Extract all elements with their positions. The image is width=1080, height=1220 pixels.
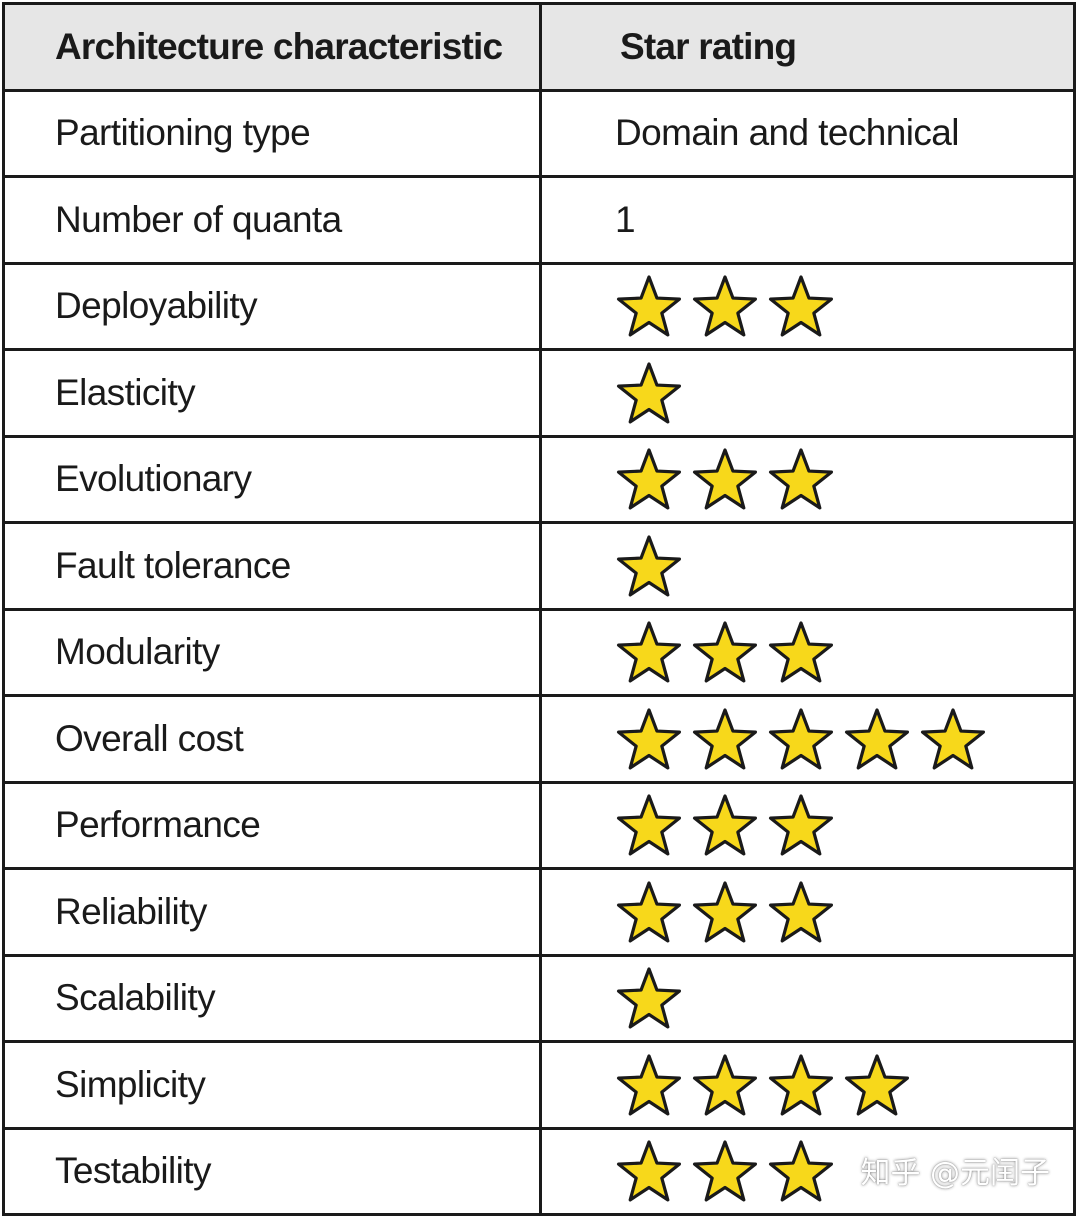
star-icon: [616, 1054, 682, 1116]
star-icon: [768, 708, 834, 770]
star-rating: [615, 273, 835, 339]
star-icon: [920, 708, 986, 770]
table-row: Reliability: [5, 870, 1073, 957]
star-icon: [616, 621, 682, 683]
table-row: Scalability: [5, 956, 1073, 1043]
star-icon: [768, 275, 834, 337]
star-icon: [692, 275, 758, 337]
star-icon: [692, 1054, 758, 1116]
star-rating: [615, 1052, 911, 1118]
rating-text: 1: [615, 198, 636, 240]
star-icon: [616, 275, 682, 337]
header-architecture-characteristic: Architecture characteristic: [5, 5, 542, 89]
star-icon: [692, 1140, 758, 1202]
table-row: Partitioning type Domain and technical: [5, 91, 1073, 178]
star-icon: [616, 362, 682, 424]
table-row: Simplicity: [5, 1043, 1073, 1130]
table-row: Number of quanta 1: [5, 178, 1073, 265]
characteristic-name: Deployability: [5, 264, 542, 348]
star-icon: [768, 1140, 834, 1202]
star-icon: [616, 535, 682, 597]
characteristic-name: Modularity: [5, 610, 542, 694]
star-icon: [692, 448, 758, 510]
star-icon: [768, 794, 834, 856]
star-rating: [615, 706, 987, 772]
header-star-rating: Star rating: [620, 25, 797, 67]
characteristic-name: Testability: [5, 1129, 542, 1213]
star-icon: [616, 448, 682, 510]
characteristic-name: Partitioning type: [5, 91, 542, 175]
table-row: Elasticity: [5, 351, 1073, 438]
star-icon: [692, 794, 758, 856]
star-icon: [616, 1140, 682, 1202]
table-row: Deployability: [5, 264, 1073, 351]
table-row: Evolutionary: [5, 437, 1073, 524]
star-icon: [692, 881, 758, 943]
characteristic-name: Overall cost: [5, 697, 542, 781]
table-row: Overall cost: [5, 697, 1073, 784]
star-icon: [616, 708, 682, 770]
star-icon: [768, 1054, 834, 1116]
star-icon: [616, 967, 682, 1029]
star-rating: [615, 965, 683, 1031]
table-row: Fault tolerance: [5, 524, 1073, 611]
star-rating: [615, 1138, 835, 1204]
characteristic-name: Elasticity: [5, 351, 542, 435]
star-rating: [615, 533, 683, 599]
table-row: Performance: [5, 783, 1073, 870]
star-icon: [768, 448, 834, 510]
table-row: Testability: [5, 1129, 1073, 1213]
star-icon: [844, 708, 910, 770]
star-icon: [844, 1054, 910, 1116]
characteristic-name: Performance: [5, 783, 542, 867]
watermark: 知乎 @元闰子: [860, 1156, 1050, 1191]
characteristic-name: Scalability: [5, 956, 542, 1040]
star-rating: [615, 792, 835, 858]
table-row: Modularity: [5, 610, 1073, 697]
star-rating: [615, 446, 835, 512]
characteristic-name: Fault tolerance: [5, 524, 542, 608]
star-icon: [616, 881, 682, 943]
star-rating: [615, 360, 683, 426]
star-icon: [692, 708, 758, 770]
star-icon: [768, 881, 834, 943]
characteristic-name: Simplicity: [5, 1043, 542, 1127]
rating-text: Domain and technical: [615, 112, 959, 154]
characteristic-name: Reliability: [5, 870, 542, 954]
characteristic-name: Evolutionary: [5, 437, 542, 521]
star-icon: [692, 621, 758, 683]
star-icon: [616, 794, 682, 856]
star-rating: [615, 879, 835, 945]
table-header-row: Architecture characteristic Star rating: [5, 5, 1073, 92]
star-icon: [768, 621, 834, 683]
characteristic-name: Number of quanta: [5, 178, 542, 262]
star-rating: [615, 619, 835, 685]
